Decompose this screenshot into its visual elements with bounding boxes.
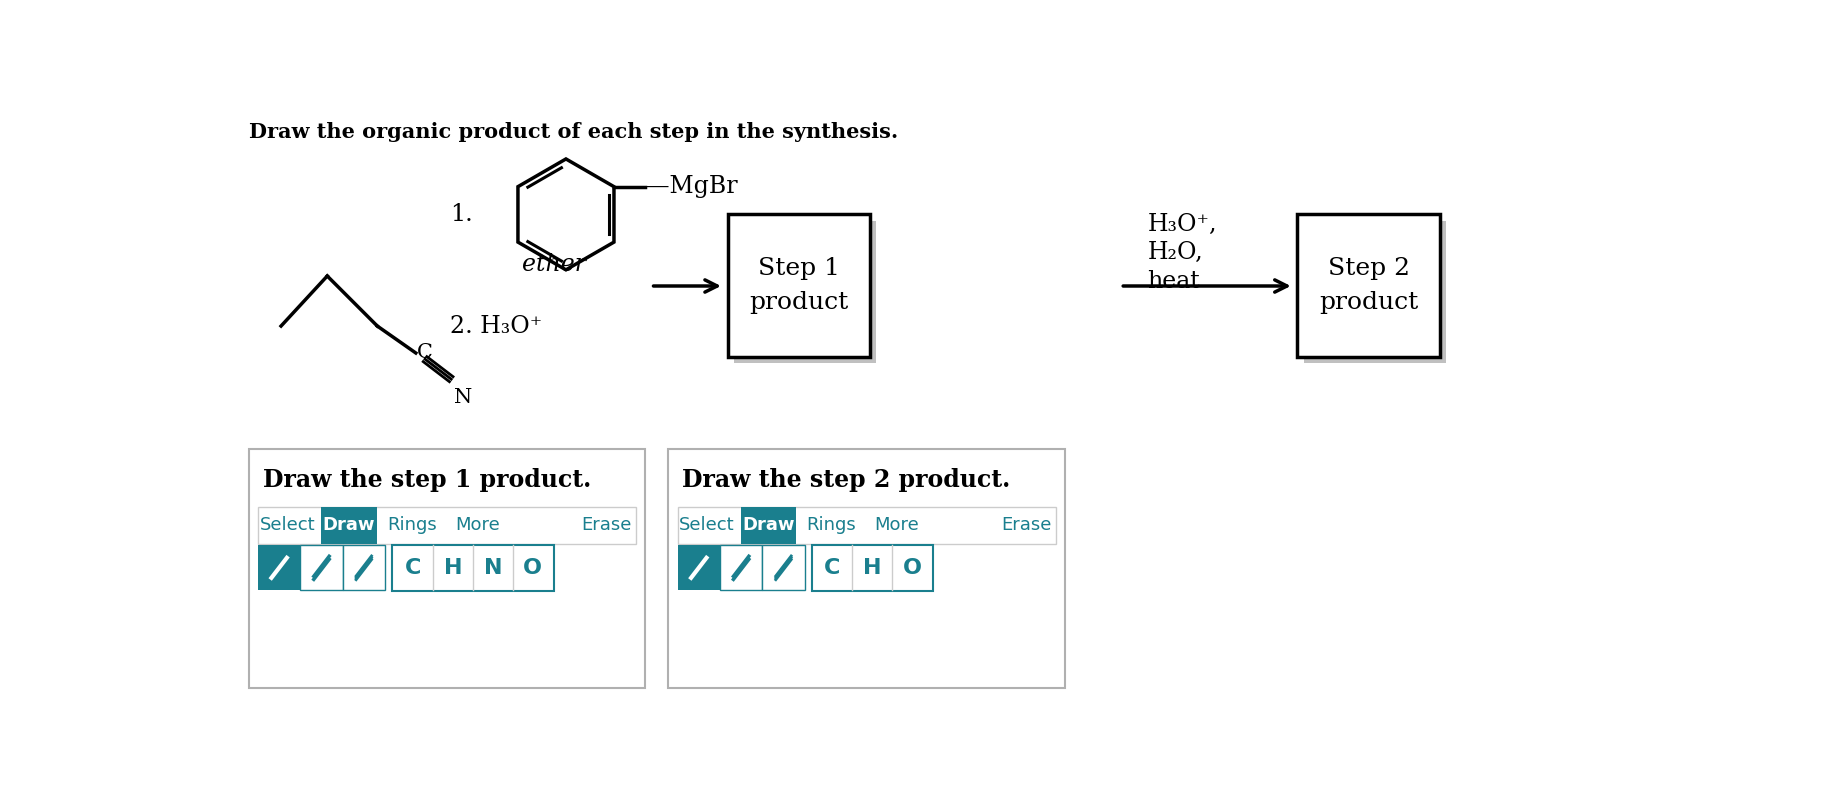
Bar [728,215,869,357]
Text: Rings: Rings [387,516,437,535]
Bar [300,546,343,590]
Text: N: N [455,388,473,407]
Text: Draw the step 1 product.: Draw the step 1 product. [263,468,591,492]
Bar [669,449,1065,688]
Text: More: More [455,516,499,535]
Text: H: H [864,558,882,578]
Bar [1304,220,1446,363]
Text: 1.: 1. [451,203,473,226]
Text: Draw the step 2 product.: Draw the step 2 product. [682,468,1011,492]
Text: H₂O,: H₂O, [1148,242,1203,265]
Bar [392,545,554,591]
Text: Erase: Erase [582,516,632,535]
Text: H₃O⁺,: H₃O⁺, [1148,213,1218,236]
Text: C: C [823,558,840,578]
Bar [763,546,805,590]
Text: O: O [903,558,923,578]
Bar [812,545,934,591]
Bar [740,507,796,544]
Text: Step 1
product: Step 1 product [750,257,849,314]
Text: 2. H₃O⁺: 2. H₃O⁺ [451,314,543,337]
Text: Step 2
product: Step 2 product [1319,257,1418,314]
Bar [321,507,376,544]
Bar [720,546,763,590]
Text: O: O [523,558,542,578]
Bar [678,507,1055,544]
Text: C: C [418,344,433,363]
Bar [733,220,877,363]
Text: More: More [875,516,919,535]
Text: C: C [405,558,422,578]
Text: Select: Select [680,516,735,535]
Text: heat: heat [1148,270,1199,293]
Text: —MgBr: —MgBr [647,175,739,198]
Bar [258,546,300,590]
Bar [1297,215,1440,357]
Text: Select: Select [260,516,315,535]
Bar [678,546,720,590]
Text: Draw: Draw [742,516,794,535]
Text: H: H [444,558,462,578]
Bar [258,507,635,544]
Bar [249,449,645,688]
Text: Draw: Draw [322,516,376,535]
Text: N: N [484,558,503,578]
Text: Draw the organic product of each step in the synthesis.: Draw the organic product of each step in… [249,122,897,142]
Text: Erase: Erase [1002,516,1052,535]
Text: Rings: Rings [807,516,857,535]
Text: ether: ether [523,253,586,276]
Bar [343,546,385,590]
